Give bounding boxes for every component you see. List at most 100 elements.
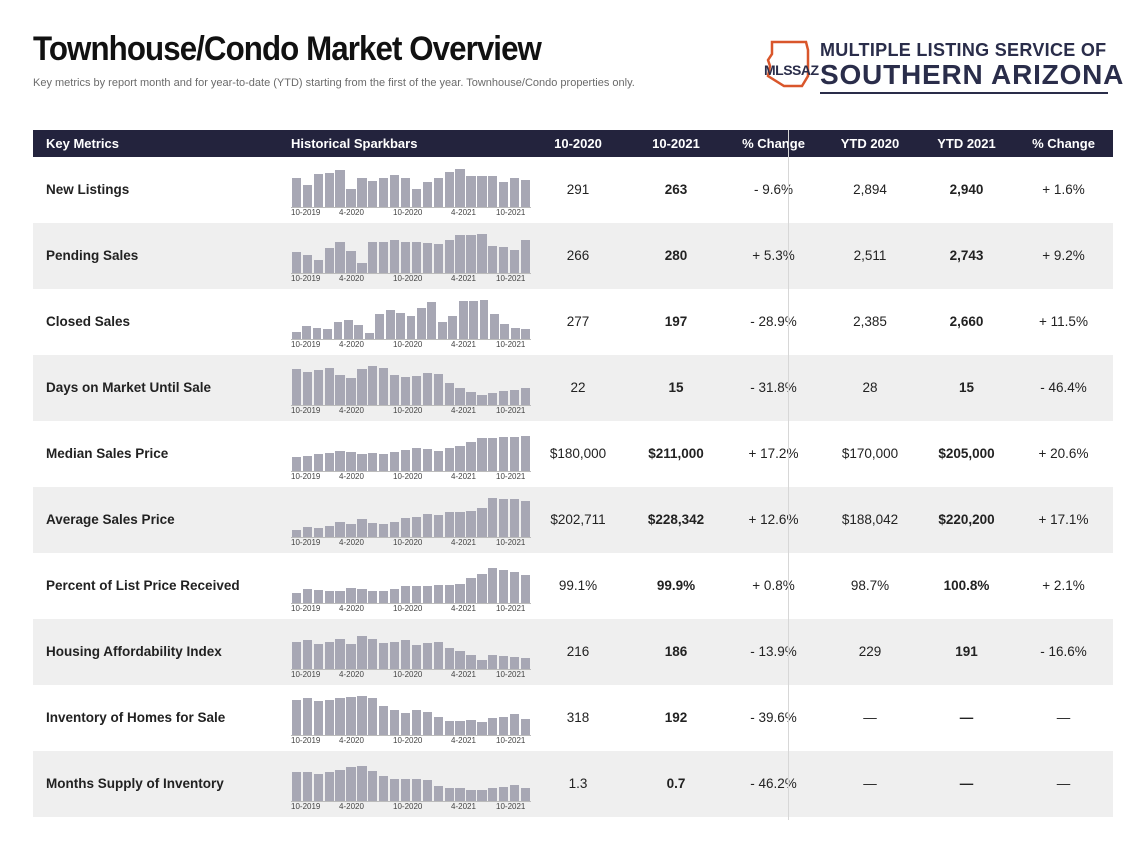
sparkbar (400, 517, 411, 537)
sparkbar-tick-label: 4-2021 (451, 472, 476, 481)
sparkbar (466, 789, 476, 801)
sparkbar (520, 575, 531, 603)
logo-line-2: SOUTHERN ARIZONA (820, 59, 1125, 90)
month-pct-change: - 9.6% (753, 182, 794, 197)
sparkbar (400, 779, 411, 801)
sparkbar (479, 299, 489, 339)
sparkbar (444, 585, 454, 603)
sparkbar (455, 721, 465, 735)
sparkbar-tick-label: 10-2021 (496, 604, 526, 613)
sparkbar (520, 179, 531, 207)
sparkbar (444, 648, 454, 669)
sparkbar (520, 788, 531, 801)
sparkbar (302, 640, 312, 669)
sparkbar-tick-label: 10-2019 (291, 340, 321, 349)
sparkbar (389, 589, 400, 603)
sparkbar (324, 591, 334, 603)
sparkbar-tick-label: 10-2019 (291, 604, 321, 613)
ytd-2020-value: $170,000 (841, 446, 899, 461)
sparkbar-tick-label: 10-2020 (393, 538, 423, 547)
ytd-pct-change: + 11.5% (1039, 314, 1088, 329)
page-subtitle: Key metrics by report month and for year… (33, 77, 635, 89)
sparkbar (437, 322, 447, 339)
month-pct-change: + 17.2% (748, 446, 799, 461)
sparkbar-tick-label: 4-2020 (339, 274, 364, 283)
sparkbar (433, 451, 443, 471)
sparkbar (335, 521, 345, 537)
month-pct-change: - 13.9% (750, 644, 797, 659)
sparkbar-tick-label: 4-2020 (339, 802, 364, 811)
col-sparkbars: Historical Sparkbars (291, 136, 418, 151)
sparkbar-tick-label: 10-2020 (393, 406, 423, 415)
sparkbar (499, 499, 509, 537)
sparkbar (389, 710, 400, 735)
sparkbar (389, 375, 400, 405)
sparkbar (312, 327, 322, 339)
sparkbar-chart: 10-2019 4-2020 10-2020 4-2021 10-2021 (291, 497, 531, 547)
sparkbar (385, 310, 395, 339)
sparkbar-tick-label: 10-2019 (291, 736, 321, 745)
arizona-outline-icon (766, 40, 810, 88)
sparkbar (291, 529, 302, 537)
ytd-2021-value: 2,743 (949, 248, 984, 263)
sparkbar (335, 769, 345, 801)
sparkbar-tick-label: 4-2020 (339, 604, 364, 613)
ytd-2021-value: — (959, 776, 974, 791)
sparkbar (368, 453, 378, 471)
sparkbar-tick-label: 10-2020 (393, 670, 423, 679)
sparkbar-tick-label: 10-2021 (496, 472, 526, 481)
sparkbar (455, 512, 465, 537)
sparkbar (488, 497, 498, 537)
sparkbar (444, 240, 454, 273)
sparkbar (313, 174, 323, 207)
sparkbar (400, 713, 411, 735)
col-ytd-2020: YTD 2020 (840, 136, 900, 151)
sparkbar (335, 591, 345, 603)
sparkbar (323, 329, 332, 339)
table-row: Days on Market Until Sale 10-2019 4-2020 10… (33, 355, 1113, 421)
month-2020-value: $202,711 (550, 512, 606, 527)
sparkbar (379, 706, 389, 735)
sparkbar (346, 524, 356, 537)
sparkbar (477, 660, 487, 669)
sparkbar (521, 329, 531, 339)
sparkbar (346, 587, 356, 603)
sparkbar (455, 651, 465, 669)
month-2020-value: 277 (566, 314, 590, 329)
sparkbar (400, 241, 411, 273)
ytd-2020-value: — (863, 776, 877, 791)
col-month-2021: 10-2021 (652, 136, 700, 151)
sparkbar (509, 178, 520, 207)
sparkbar-axis (291, 801, 531, 802)
sparkbar-tick-label: 4-2020 (339, 472, 364, 481)
sparkbar (335, 698, 345, 735)
sparkbar-tick-label: 4-2021 (451, 208, 476, 217)
sparkbar (346, 767, 356, 801)
sparkbar (433, 641, 443, 669)
sparkbar (324, 525, 334, 537)
metric-name: Housing Affordability Index (46, 644, 222, 659)
page-title: Townhouse/Condo Market Overview (33, 30, 542, 68)
sparkbar (458, 301, 468, 339)
sparkbar (357, 263, 367, 273)
metric-name: Percent of List Price Received (46, 578, 240, 593)
sparkbar (313, 590, 323, 603)
sparkbar (302, 698, 312, 735)
sparkbar (488, 175, 498, 207)
sparkbar (400, 178, 411, 207)
month-2021-value: 15 (668, 380, 684, 395)
sparkbar (499, 787, 509, 801)
sparkbar (364, 333, 374, 339)
sparkbar-tick-label: 10-2019 (291, 274, 321, 283)
ytd-2020-value: 2,511 (853, 248, 887, 263)
ytd-pct-change: + 9.2% (1042, 248, 1085, 263)
sparkbar (313, 773, 323, 801)
sparkbar (509, 657, 520, 669)
sparkbar (477, 574, 487, 603)
month-2021-value: 280 (664, 248, 688, 263)
sparkbar (411, 189, 422, 207)
sparkbar (433, 717, 443, 735)
sparkbar (324, 248, 334, 273)
sparkbar (433, 373, 443, 405)
sparkbar (444, 171, 454, 207)
